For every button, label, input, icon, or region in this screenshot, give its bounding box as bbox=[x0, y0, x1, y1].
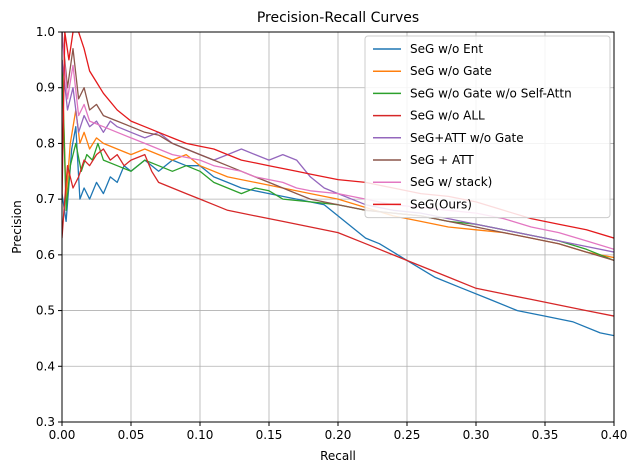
legend: SeG w/o Ent SeG w/o Gate SeG w/o Gate w/o … bbox=[364, 35, 611, 219]
legend-entry-label: SeG w/o ALL bbox=[410, 109, 485, 123]
y-tick-label: 0.4 bbox=[36, 359, 55, 373]
x-tick-label: 0.00 bbox=[49, 428, 76, 442]
legend-entry-label: SeG w/ stack) bbox=[410, 175, 492, 189]
x-tick-label: 0.10 bbox=[187, 428, 214, 442]
x-tick-label: 0.20 bbox=[325, 428, 352, 442]
x-tick-label: 0.25 bbox=[394, 428, 421, 442]
series-line-3 bbox=[62, 59, 614, 262]
series-line-1 bbox=[62, 126, 614, 337]
x-tick-label: 0.35 bbox=[532, 428, 559, 442]
y-tick-label: 1.0 bbox=[36, 25, 55, 39]
legend-box bbox=[364, 35, 611, 219]
legend-entry-label: SeG w/o Ent bbox=[410, 42, 483, 56]
x-tick-label: 0.05 bbox=[118, 428, 145, 442]
legend-entry-label: SeG w/o Gate w/o Self-Attn bbox=[410, 86, 572, 100]
series-line-4 bbox=[62, 148, 614, 317]
x-axis: 0.00 0.05 0.10 0.15 0.20 0.25 0.30 0.35 0.40 bbox=[49, 422, 628, 442]
y-tick-label: 0.5 bbox=[36, 304, 55, 318]
legend-entry-label: SeG + ATT bbox=[410, 153, 474, 167]
x-tick-label: 0.15 bbox=[256, 428, 283, 442]
y-axis: 0.3 0.4 0.5 0.6 0.7 0.8 0.9 1.0 bbox=[36, 25, 62, 429]
legend-entry-label: SeG+ATT w/o Gate bbox=[410, 131, 524, 145]
series-line-2 bbox=[62, 59, 614, 259]
legend-entry-label: SeG w/o Gate bbox=[410, 64, 492, 78]
x-axis-label: Recall bbox=[320, 449, 356, 463]
y-tick-label: 0.3 bbox=[36, 415, 55, 429]
y-tick-label: 0.6 bbox=[36, 248, 55, 262]
chart-title: Precision-Recall Curves bbox=[257, 10, 419, 26]
y-axis-label: Precision bbox=[10, 200, 24, 254]
series-line-5 bbox=[62, 59, 614, 253]
legend-entry-label: SeG(Ours) bbox=[410, 197, 472, 211]
x-tick-label: 0.40 bbox=[601, 428, 628, 442]
series-layer bbox=[62, 32, 614, 337]
y-tick-label: 0.8 bbox=[36, 136, 55, 150]
y-tick-label: 0.9 bbox=[36, 81, 55, 95]
x-tick-label: 0.30 bbox=[463, 428, 490, 442]
series-line-6 bbox=[62, 32, 614, 262]
y-tick-label: 0.7 bbox=[36, 192, 55, 206]
